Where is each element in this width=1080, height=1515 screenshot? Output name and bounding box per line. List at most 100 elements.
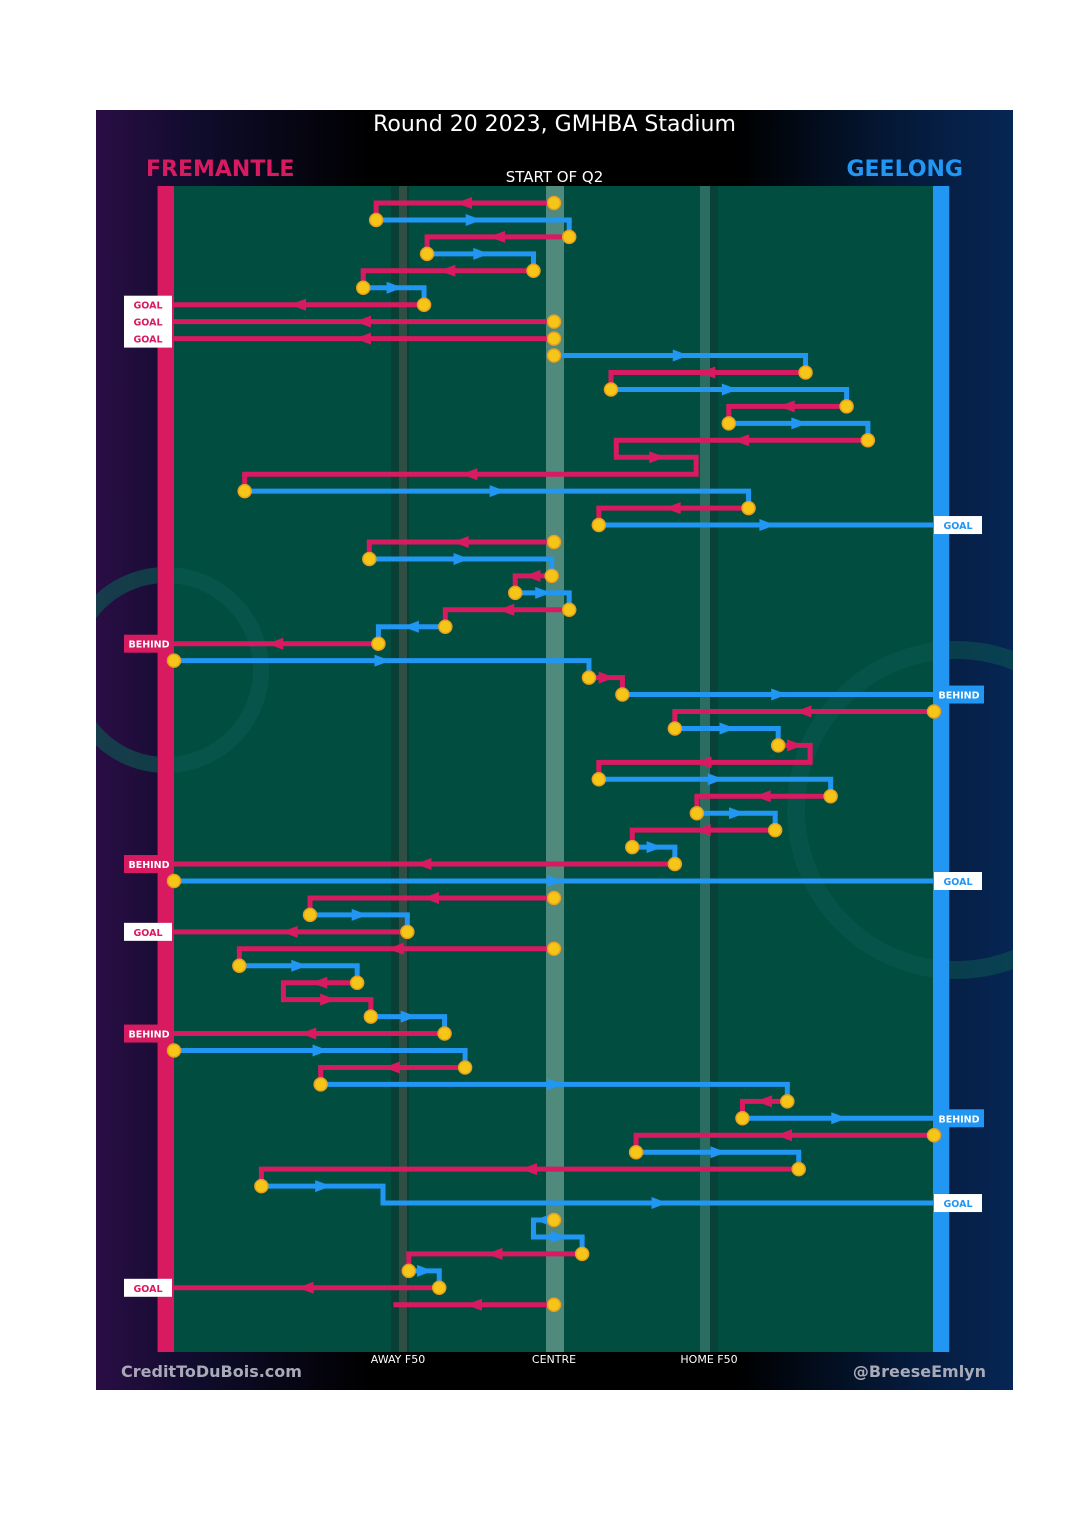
turnover-marker (667, 721, 683, 736)
team-left-label: FREMANTLE (146, 157, 295, 182)
turnover-marker (166, 1043, 182, 1058)
turnover-marker (368, 212, 384, 228)
turnover-marker (735, 1111, 750, 1126)
turnover-marker (839, 399, 854, 414)
score-badge-label: BEHIND (128, 1030, 169, 1041)
credit-website: CreditToDuBois.com (121, 1362, 302, 1381)
turnover-marker (823, 789, 838, 804)
direction-arrow (297, 1281, 314, 1294)
turnover-marker (546, 534, 562, 550)
direction-arrow (791, 417, 808, 430)
direction-arrow (453, 552, 470, 565)
turnover-marker (401, 1263, 417, 1279)
score-badge-label: GOAL (133, 318, 162, 329)
score-badge-label: BEHIND (938, 1114, 979, 1125)
score-badges: GOAL GOAL GOAL GOAL BEHIND BEHIND BEHIND GOAL GO… (124, 295, 984, 1297)
score-badge-label: BEHIND (128, 640, 169, 651)
direction-arrow (695, 756, 712, 769)
turnover-marker (741, 500, 756, 516)
direction-arrow (694, 824, 711, 837)
direction-arrow (489, 230, 506, 243)
direction-arrow (355, 315, 371, 328)
turnover-marker (591, 517, 607, 533)
direction-arrow (452, 536, 469, 548)
direction-arrow (387, 942, 404, 955)
direction-arrow (351, 908, 368, 921)
score-badge-label: GOAL (133, 335, 162, 346)
direction-arrow (439, 264, 456, 277)
direction-arrow (729, 807, 746, 820)
quarter-subtitle: START OF Q2 (505, 168, 604, 186)
geelong-logo-watermark (787, 641, 1013, 979)
direction-arrow (721, 383, 738, 396)
turnover-marker (166, 873, 182, 889)
score-badge-label: GOAL (943, 1199, 972, 1210)
team-right-label: GEELONG (846, 157, 963, 182)
turnover-marker (780, 1094, 795, 1109)
score-badge (124, 329, 172, 348)
direction-arrow (402, 620, 419, 633)
direction-arrow (374, 654, 391, 667)
direction-arrow (355, 332, 371, 345)
direction-arrow (417, 1264, 434, 1277)
score-badge-label: GOAL (133, 928, 162, 939)
turnover-marker (628, 1144, 644, 1160)
direction-arrow (547, 875, 563, 887)
turnover-marker (349, 975, 365, 990)
direction-arrow (465, 213, 482, 226)
direction-arrow (291, 959, 308, 972)
turnover-marker (544, 568, 559, 584)
turnover-marker (860, 433, 876, 448)
score-badge (124, 312, 172, 331)
turnover-marker (457, 1060, 473, 1075)
direction-arrow (771, 688, 788, 701)
away-f50-line (399, 186, 407, 1352)
score-badge (934, 1109, 984, 1128)
turnover-marker (546, 195, 562, 211)
direction-arrow (267, 637, 284, 650)
fremantle-goal-line (158, 186, 174, 1352)
score-badge (934, 685, 984, 704)
turnover-marker (254, 1178, 269, 1194)
direction-arrow (534, 1214, 551, 1226)
x-tick-label-home-f50: HOME F50 (680, 1353, 738, 1366)
direction-arrow (719, 722, 736, 735)
direction-arrow (547, 1078, 563, 1091)
turnover-marker (526, 263, 541, 279)
direction-arrow (315, 1180, 332, 1193)
score-badge (934, 1194, 982, 1213)
turnover-marker (798, 365, 813, 380)
direction-arrow (300, 1027, 317, 1040)
direction-arrow (498, 603, 515, 616)
turnover-marker (437, 1026, 452, 1041)
direction-arrow (831, 1112, 848, 1125)
turnover-marker (232, 958, 247, 973)
direction-arrow (664, 502, 681, 515)
score-badge (124, 1278, 172, 1297)
turnover-marker (926, 1128, 942, 1143)
direction-arrow (776, 1129, 793, 1142)
x-tick-label-centre: CENTRE (531, 1353, 577, 1366)
turnover-marker (355, 280, 371, 295)
turnover-marker (419, 246, 435, 262)
turnover-marker (770, 738, 786, 753)
direction-arrow (473, 247, 490, 260)
score-badge-label: BEHIND (128, 860, 169, 871)
direction-arrow (672, 349, 689, 362)
chart-title: Round 20 2023, GMHBA Stadium (373, 112, 736, 137)
direction-arrow (400, 1010, 417, 1023)
direction-arrow (699, 366, 716, 379)
turnover-marker (302, 907, 318, 923)
turnover-marker (767, 822, 783, 838)
score-badge (124, 855, 174, 874)
direction-arrow (795, 705, 812, 718)
centre-band (546, 186, 564, 1352)
score-badge-label: GOAL (943, 521, 972, 532)
score-badge-label: GOAL (943, 877, 972, 888)
direction-arrow (524, 569, 541, 582)
direction-arrow (778, 400, 795, 413)
possession-chains (166, 195, 942, 1312)
score-badge (124, 295, 172, 314)
x-tick-label-away-f50: AWAY F50 (370, 1353, 426, 1366)
turnover-marker (546, 1212, 562, 1228)
